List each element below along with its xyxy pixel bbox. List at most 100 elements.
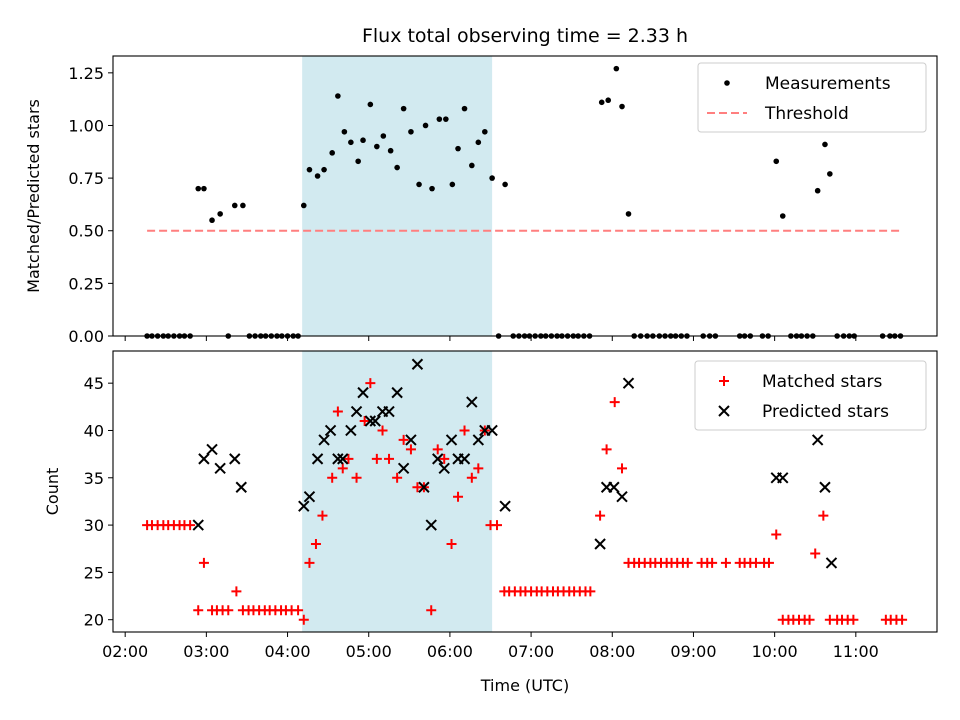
- measurement-point: [387, 147, 394, 154]
- measurement-point: [335, 93, 341, 99]
- shaded-interval: [302, 56, 493, 336]
- legend-marker: [718, 405, 730, 417]
- measurement-point: [367, 101, 374, 108]
- y-tick-label: 0.00: [68, 327, 104, 346]
- x-tick-label: 06:00: [427, 642, 473, 661]
- matched-star-point: [392, 472, 403, 483]
- measurement-point: [489, 175, 495, 181]
- top-panel-matched-ratio: 0.00 0.25 0.50 0.75 1.00 1.25 Matched/Predicte…: [24, 55, 938, 346]
- measurement-point: [341, 128, 348, 135]
- predicted-star-point: [214, 462, 226, 475]
- matched-star-point: [897, 614, 908, 625]
- predicted-star-point: [192, 519, 204, 531]
- predicted-star-point: [777, 472, 789, 484]
- predicted-star-point: [418, 481, 430, 493]
- matched-star-point: [193, 605, 204, 616]
- matched-star-point: [848, 614, 859, 625]
- predicted-star-point: [458, 453, 471, 465]
- measurement-point: [449, 181, 456, 188]
- predicted-star-point: [616, 490, 628, 503]
- measurement-point: [355, 158, 361, 165]
- matched-star-point: [231, 586, 242, 597]
- legend-label: Predicted stars: [762, 402, 889, 422]
- matched-star-point: [426, 605, 437, 616]
- measurement-point: [475, 139, 482, 146]
- x-tick-label: 02:00: [102, 642, 148, 661]
- predicted-star-point: [332, 453, 344, 465]
- predicted-star-point: [438, 462, 450, 475]
- measurement-point: [416, 181, 422, 188]
- predicted-star-point: [622, 377, 635, 389]
- measurement-point: [436, 116, 443, 122]
- predicted-star-point: [345, 424, 357, 437]
- predicted-star-point: [411, 358, 424, 370]
- matched-star-point: [405, 444, 416, 455]
- measurement-point: [201, 185, 207, 192]
- predicted-star-point: [466, 396, 478, 408]
- measurement-point: [443, 116, 449, 122]
- predicted-star-point: [819, 481, 831, 493]
- y-tick-label: 45: [84, 374, 104, 393]
- matched-star-point: [453, 491, 464, 502]
- x-tick-label: 08:00: [589, 642, 635, 661]
- measurement-point: [329, 150, 335, 156]
- predicted-star-point: [499, 500, 511, 512]
- y-tick-label: 30: [84, 516, 104, 535]
- measurement-point: [195, 185, 202, 192]
- matched-star-point: [310, 539, 321, 550]
- matched-star-point: [818, 510, 829, 521]
- predicted-star-point: [383, 405, 395, 418]
- matched-star-point: [473, 463, 484, 474]
- predicted-star-point: [311, 453, 324, 465]
- matched-star-point: [763, 557, 774, 568]
- measurement-point: [306, 166, 313, 173]
- predicted-star-point: [337, 453, 349, 465]
- predicted-star-point: [825, 557, 838, 569]
- matched-star-point: [432, 444, 443, 455]
- matched-star-point: [682, 557, 693, 568]
- matched-star-point: [343, 453, 354, 464]
- predicted-star-point: [811, 434, 824, 446]
- matched-star-point: [491, 520, 502, 531]
- legend-label: Threshold: [764, 104, 849, 124]
- shaded-interval: [302, 351, 493, 632]
- matched-star-point: [223, 605, 234, 616]
- predicted-star-point: [298, 500, 310, 512]
- y-tick-label: 0.75: [68, 169, 104, 188]
- matched-star-point: [332, 406, 343, 417]
- legend-box: [694, 360, 927, 431]
- matched-star-point: [720, 557, 731, 568]
- measurement-point: [502, 181, 508, 188]
- measurement-point: [822, 141, 828, 148]
- predicted-star-point: [324, 424, 337, 437]
- bottom-panel-star-counts: 20 25 30 35 40 45 02:00 03:00 04:00 05:00 06:00 07:…: [43, 350, 938, 695]
- y-axis-label: Count: [43, 468, 62, 516]
- measurement-point: [773, 158, 780, 165]
- measurement-point: [598, 99, 605, 106]
- measurement-point: [429, 185, 435, 192]
- measurement-point: [231, 202, 238, 209]
- matched-star-point: [601, 444, 612, 455]
- predicted-star-point: [303, 490, 316, 503]
- measurement-point: [348, 139, 354, 146]
- measurement-point: [469, 162, 475, 169]
- x-tick-label: 07:00: [508, 642, 554, 661]
- measurement-point: [209, 217, 215, 224]
- predicted-star-point: [391, 386, 403, 399]
- legend-box: [697, 62, 927, 133]
- matched-star-point: [617, 463, 628, 474]
- matched-star-point: [293, 605, 304, 616]
- matched-star-point: [707, 557, 718, 568]
- chart-title: Flux total observing time = 2.33 h: [362, 25, 688, 47]
- legend-label: Measurements: [765, 74, 891, 94]
- matched-star-point: [185, 520, 196, 531]
- predicted-star-point: [472, 434, 485, 446]
- predicted-star-point: [206, 443, 218, 456]
- matched-star-point: [439, 453, 450, 464]
- predicted-star-point: [318, 434, 330, 446]
- x-tick-label: 05:00: [346, 642, 392, 661]
- matched-star-point: [298, 614, 309, 625]
- y-tick-label: 20: [84, 611, 104, 630]
- x-tick-label: 04:00: [264, 642, 310, 661]
- measurement-point: [314, 173, 321, 179]
